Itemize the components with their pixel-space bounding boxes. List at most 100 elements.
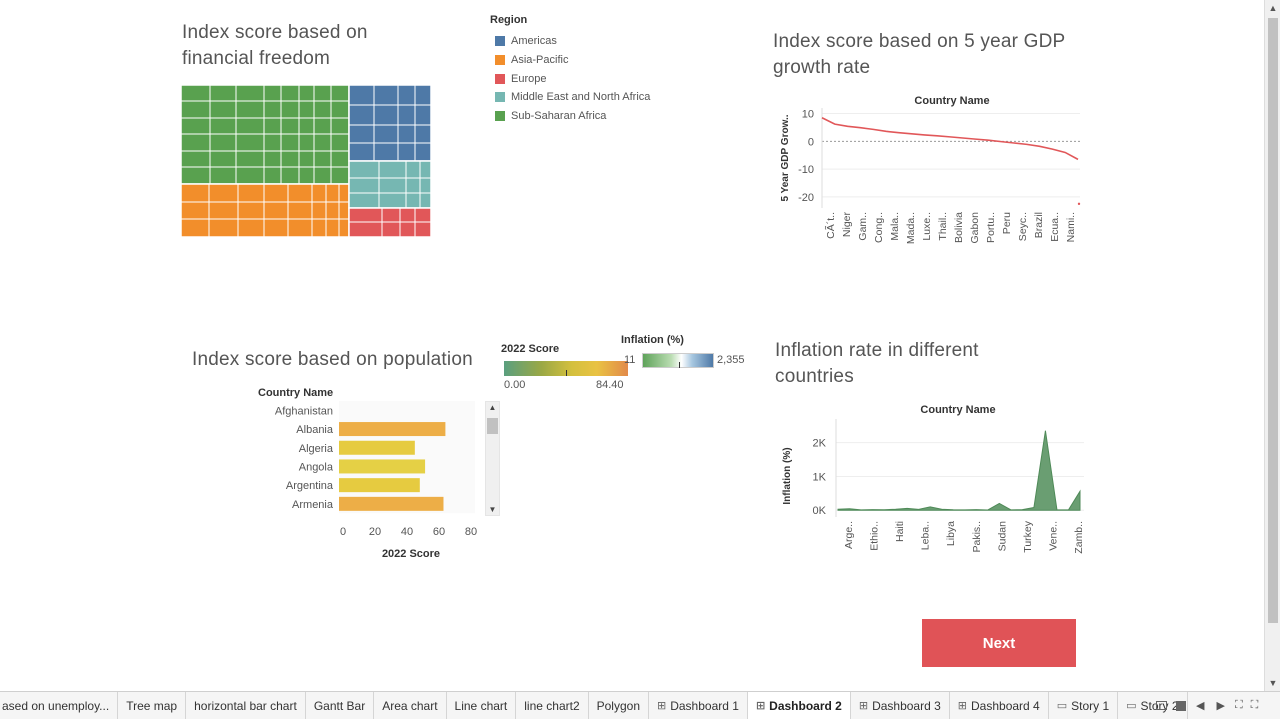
treemap-region[interactable] [349, 85, 431, 161]
region-legend-swatch [495, 55, 505, 66]
bar-category-label[interactable]: Angola [299, 461, 334, 473]
window-scroll-up-icon[interactable]: ▲ [1268, 3, 1278, 13]
sheet-tab[interactable]: ▭ Story 2 [1118, 692, 1188, 719]
sheet-tab[interactable]: ▭ Story 1 [1049, 692, 1119, 719]
bar-mark[interactable] [339, 459, 426, 474]
region-legend-swatch [495, 111, 505, 122]
score-legend-max: 84.40 [596, 379, 624, 391]
region-legend-item[interactable]: Americas [490, 32, 650, 51]
sheet-tab-label: line chart2 [524, 698, 580, 713]
gdp-ylabel: 5 Year GDP Grow.. [780, 114, 791, 201]
tab-controls: ◀ ▶ ⛶ ⛶ [1156, 692, 1258, 719]
area-xtick: Sudan [996, 521, 1008, 552]
treemap-title-line1: Index score based on [182, 22, 368, 43]
scroll-up-arrow-icon[interactable]: ▲ [488, 403, 497, 412]
sheet-tab[interactable]: Tree map [118, 692, 187, 719]
region-legend-item[interactable]: Sub-Saharan Africa [490, 107, 650, 126]
gdp-xtick: Mada.. [905, 212, 917, 244]
region-legend-swatch [495, 36, 505, 47]
region-legend-swatch [495, 92, 505, 103]
treemap-chart[interactable] [181, 85, 432, 238]
region-legend-item[interactable]: Asia-Pacific [490, 51, 650, 70]
bar-category-label[interactable]: Argentina [286, 480, 334, 492]
scroll-down-arrow-icon[interactable]: ▼ [488, 505, 497, 514]
inflation-legend-gradient [642, 353, 714, 368]
treemap-region[interactable] [181, 184, 349, 237]
region-legend-item[interactable]: Europe [490, 69, 650, 88]
window-vertical-scrollbar[interactable]: ▲ ▼ [1264, 0, 1280, 691]
gdp-xtick: Seyc.. [1017, 212, 1029, 241]
bar-mark[interactable] [339, 422, 446, 437]
previous-sheet-icon[interactable]: ◀ [1196, 700, 1205, 712]
sheet-tab[interactable]: ⊞ Dashboard 2 [747, 692, 851, 719]
gdp-xtick: Cong.. [873, 212, 885, 243]
bar-category-label[interactable]: Afghanistan [275, 405, 333, 417]
bar-chart-scroll-thumb[interactable] [487, 418, 498, 434]
inflation-area-series[interactable] [837, 430, 1081, 511]
sheet-tab-label: Story 2 [1140, 698, 1179, 713]
sheet-tab[interactable]: line chart2 [516, 692, 589, 719]
treemap-region-border [348, 207, 432, 238]
inflation-title: Inflation rate in different countries [775, 338, 979, 390]
sheet-tab[interactable]: ⊞ Dashboard 1 [649, 692, 748, 719]
region-legend-swatch [495, 73, 505, 84]
gdp-outlier-point[interactable] [1077, 202, 1081, 206]
sheet-tab[interactable]: horizontal bar chart [186, 692, 306, 719]
treemap-title: Index score based on financial freedom [182, 20, 368, 72]
sheet-tab[interactable]: Line chart [447, 692, 517, 719]
bar-mark[interactable] [339, 478, 420, 493]
bar-mark[interactable] [339, 496, 444, 511]
area-xtick: Libya [945, 521, 957, 546]
bar-chart-scrollbar[interactable]: ▲ ▼ [485, 401, 500, 516]
bar-xtick: 60 [433, 526, 445, 538]
region-legend-item[interactable]: Middle East and North Africa [490, 88, 650, 107]
gdp-ytick: 0 [808, 136, 814, 148]
sheet-tab-label: ased on unemploy... [2, 698, 110, 713]
treemap-title-line2: financial freedom [182, 48, 331, 69]
gdp-title-line1: Index score based on 5 year GDP [773, 31, 1066, 52]
region-legend-title: Region [490, 14, 528, 26]
bar-xtick: 20 [369, 526, 381, 538]
gdp-series-line[interactable] [821, 117, 1079, 161]
sheet-tab-label: horizontal bar chart [194, 698, 297, 713]
area-header: Country Name [920, 404, 995, 416]
bar-category-label[interactable]: Algeria [299, 443, 334, 455]
sheet-tab[interactable]: ⊞ Dashboard 4 [950, 692, 1049, 719]
sheet-tab-label: Gantt Bar [313, 698, 366, 713]
bar-mark[interactable] [339, 440, 415, 455]
area-xtick: Haiti [894, 521, 906, 542]
inflation-title-line1: Inflation rate in different [775, 340, 979, 361]
region-legend-label: Europe [511, 72, 547, 85]
sheet-tab[interactable]: ased on unemploy... [0, 692, 119, 719]
score-legend-gradient [504, 361, 628, 376]
gdp-line-chart[interactable]: Country Name 5 Year GDP Grow.. 10 0 -10 -20 CÃ… [776, 90, 1086, 250]
sheet-tab[interactable]: Gantt Bar [306, 692, 375, 719]
sheet-tab[interactable]: Area chart [374, 692, 447, 719]
gdp-title-line2: growth rate [773, 57, 871, 78]
fullscreen-icon[interactable]: ⛶ [1234, 699, 1243, 711]
show-sheet-sorter-icon[interactable] [1176, 700, 1186, 711]
next-sheet-icon[interactable]: ▶ [1216, 700, 1225, 712]
sheet-tab[interactable]: Polygon [589, 692, 649, 719]
bar-header: Country Name [258, 387, 333, 399]
show-filmstrip-icon[interactable] [1156, 701, 1167, 710]
score-legend-marker [566, 370, 567, 376]
next-button[interactable]: Next [922, 619, 1076, 667]
window-scroll-thumb[interactable] [1268, 18, 1278, 623]
dashboard-icon: ⊞ [858, 700, 869, 712]
bar-category-label[interactable]: Albania [296, 424, 334, 436]
population-bar-chart[interactable]: Country Name Afghanistan Albania Algeria Ang… [240, 382, 485, 564]
window-scroll-down-icon[interactable]: ▼ [1268, 678, 1278, 688]
bar-category-label[interactable]: Armenia [292, 499, 334, 511]
inflation-area-chart[interactable]: Country Name Inflation (%) 2K 1K 0K Arge.. Eth… [776, 399, 1086, 564]
sheet-tab-label: Dashboard 2 [769, 698, 842, 713]
presentation-mode-icon[interactable]: ⛶ [1250, 699, 1259, 711]
area-ytick: 1K [813, 471, 827, 483]
gdp-xtick: Portu.. [985, 212, 997, 243]
inflation-legend-title: Inflation (%) [621, 334, 684, 346]
area-xtick: Zamb.. [1073, 521, 1085, 554]
gdp-header: Country Name [914, 95, 989, 107]
dashboard-icon: ⊞ [657, 700, 667, 712]
sheet-tab[interactable]: ⊞ Dashboard 3 [851, 692, 950, 719]
treemap-region[interactable] [349, 161, 431, 208]
